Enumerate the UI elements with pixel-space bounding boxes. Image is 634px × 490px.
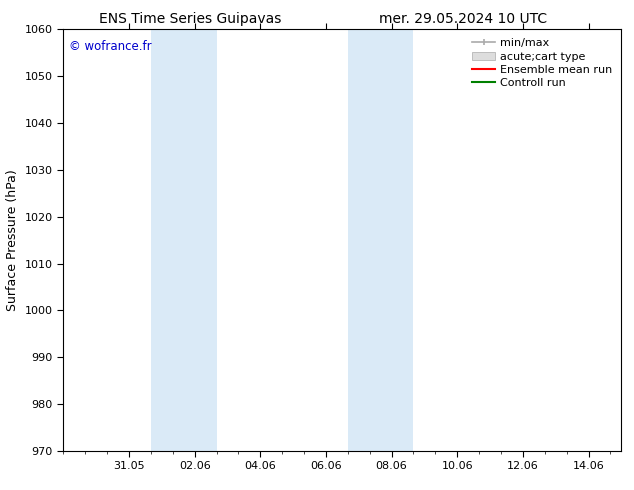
Bar xyxy=(151,29,217,451)
Text: © wofrance.fr: © wofrance.fr xyxy=(69,40,152,53)
Text: mer. 29.05.2024 10 UTC: mer. 29.05.2024 10 UTC xyxy=(378,12,547,26)
Text: ENS Time Series Guipavas: ENS Time Series Guipavas xyxy=(99,12,281,26)
Bar xyxy=(348,29,413,451)
Y-axis label: Surface Pressure (hPa): Surface Pressure (hPa) xyxy=(6,169,19,311)
Legend: min/max, acute;cart type, Ensemble mean run, Controll run: min/max, acute;cart type, Ensemble mean … xyxy=(469,35,616,92)
